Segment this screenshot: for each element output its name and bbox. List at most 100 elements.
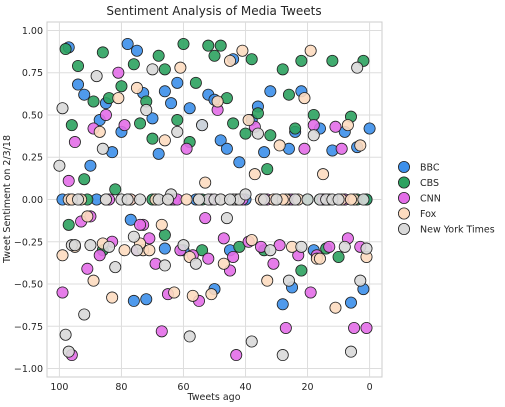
x-tick-label: 40 (239, 382, 251, 393)
data-point (270, 193, 283, 206)
x-tick-label: 100 (50, 382, 68, 393)
data-point (295, 240, 308, 253)
data-point (106, 291, 119, 304)
data-point (124, 213, 137, 226)
data-point (93, 249, 106, 262)
data-point (289, 122, 302, 135)
legend-item: CNN (397, 191, 441, 205)
data-point (217, 232, 230, 245)
data-point (121, 37, 134, 50)
data-point (161, 193, 174, 206)
data-point (183, 330, 196, 343)
data-point (224, 193, 237, 206)
data-point (158, 63, 171, 76)
data-point (146, 112, 159, 125)
data-point (307, 108, 320, 121)
data-point (155, 218, 168, 231)
data-point (65, 119, 78, 132)
data-point (298, 92, 311, 105)
data-point (329, 120, 342, 133)
data-point (214, 39, 227, 52)
data-points (53, 37, 376, 362)
legend-marker (397, 222, 410, 235)
data-point (81, 262, 94, 275)
data-point (130, 244, 143, 257)
data-point (245, 335, 258, 348)
data-point (59, 43, 72, 56)
data-point (211, 95, 224, 108)
data-point (177, 239, 190, 252)
data-point (245, 234, 258, 247)
data-point (130, 44, 143, 57)
data-point (196, 119, 209, 132)
data-point (174, 61, 187, 74)
data-point (158, 259, 171, 272)
data-point (332, 193, 345, 206)
data-point (276, 349, 289, 362)
data-point (261, 274, 274, 287)
data-point (363, 122, 376, 135)
data-point (227, 250, 240, 263)
y-tick-label: −0.75 (14, 322, 43, 333)
data-point (127, 58, 140, 71)
data-point (155, 325, 168, 338)
data-point (186, 289, 199, 302)
data-point (261, 163, 274, 176)
data-point (109, 261, 122, 274)
legend-item: CBS (397, 176, 439, 189)
data-point (177, 37, 190, 50)
x-tick-label: 80 (115, 382, 127, 393)
chart-title: Sentiment Analysis of Media Tweets (106, 4, 321, 18)
data-point (68, 239, 81, 252)
data-point (307, 129, 320, 142)
data-point (313, 252, 326, 265)
data-point (127, 294, 140, 307)
data-point (236, 44, 249, 57)
data-point (224, 54, 237, 67)
data-point (264, 129, 277, 142)
data-point (245, 53, 258, 66)
data-point (189, 76, 202, 89)
data-point (351, 61, 364, 74)
data-point (158, 85, 171, 98)
data-point (202, 39, 215, 52)
y-axis-label: Tweet Sentiment on 2/3/18 (2, 135, 13, 264)
data-point (239, 188, 252, 201)
y-tick-label: 0.50 (22, 110, 43, 121)
data-point (134, 218, 147, 231)
data-point (109, 183, 122, 196)
data-point (180, 142, 193, 155)
data-point (258, 193, 271, 206)
data-point (273, 239, 286, 252)
data-point (118, 119, 131, 132)
data-point (183, 102, 196, 115)
data-point (196, 244, 209, 257)
data-point (87, 95, 100, 108)
data-point (233, 156, 246, 169)
data-point (338, 240, 351, 253)
data-point (146, 132, 159, 145)
data-point (360, 321, 373, 334)
data-point (72, 78, 85, 91)
data-point (143, 232, 156, 245)
legend-marker (397, 160, 410, 173)
data-point (96, 46, 109, 59)
data-point (112, 66, 125, 79)
data-point (152, 147, 165, 160)
data-point (251, 127, 264, 140)
data-point (233, 240, 246, 253)
y-tick-label: 0.00 (22, 195, 43, 206)
data-point (192, 193, 205, 206)
y-tick-label: 0.75 (22, 68, 43, 79)
data-point (99, 108, 112, 121)
data-point (134, 117, 147, 130)
data-point (242, 114, 255, 127)
data-point (99, 193, 112, 206)
data-point (134, 193, 147, 206)
data-point (348, 321, 361, 334)
data-point (171, 76, 184, 89)
data-point (301, 193, 314, 206)
data-point (140, 103, 153, 116)
series-4 (53, 61, 373, 362)
data-point (295, 264, 308, 277)
